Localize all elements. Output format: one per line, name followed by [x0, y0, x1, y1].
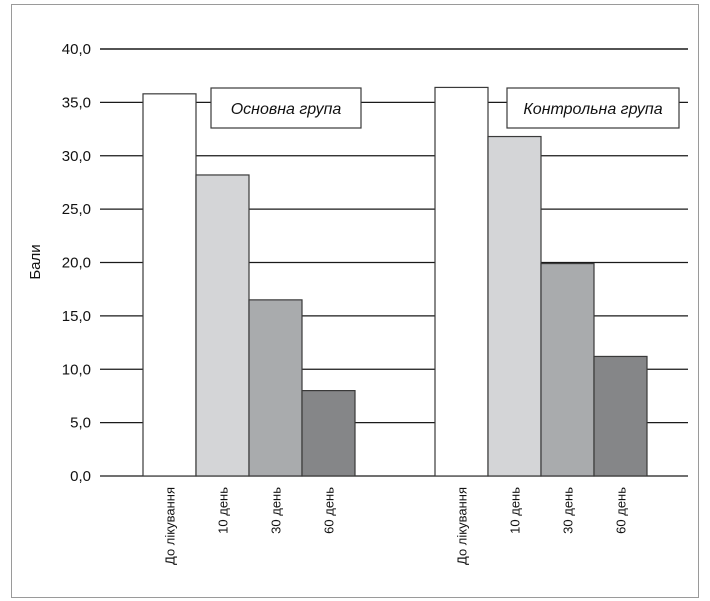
- bar-main-1: [195, 174, 250, 477]
- bars: [142, 86, 648, 477]
- y-tick-label: 10,0: [62, 361, 91, 378]
- bar-main-3: [301, 390, 356, 477]
- group-label: Основна група: [231, 101, 342, 118]
- y-tick-label: 40,0: [62, 41, 91, 58]
- x-tick-label: 10 день: [216, 487, 231, 534]
- bar-control-3: [593, 355, 648, 477]
- x-tick-label: 60 день: [614, 487, 629, 534]
- bar-control-0: [434, 86, 489, 477]
- x-tick-label: 30 день: [269, 487, 284, 534]
- y-axis-ticks: 0,0 5,0 10,0 15,0 20,0 25,0 30,0 35,0 40,0: [62, 41, 91, 485]
- bar-control-2: [540, 262, 595, 477]
- group-labels: Основна група Контрольна група: [210, 87, 680, 129]
- bar-main-0: [142, 93, 197, 477]
- x-tick-label: 30 день: [561, 487, 576, 534]
- y-tick-label: 35,0: [62, 94, 91, 111]
- y-tick-label: 20,0: [62, 255, 91, 272]
- x-tick-label: 60 день: [322, 487, 337, 534]
- y-tick-label: 30,0: [62, 148, 91, 165]
- bar-main-2: [248, 299, 303, 477]
- x-tick-label: 10 день: [508, 487, 523, 534]
- group-label-box: [506, 87, 680, 129]
- group-label: Контрольна група: [523, 101, 662, 118]
- x-tick-label: До лікування: [455, 487, 470, 565]
- x-tick-label: До лікування: [163, 487, 178, 565]
- y-axis-label: Бали: [27, 244, 44, 279]
- y-tick-label: 0,0: [70, 468, 91, 485]
- bar-control-1: [487, 135, 542, 477]
- y-tick-label: 5,0: [70, 415, 91, 432]
- group-label-box: [210, 87, 362, 129]
- x-axis-labels: До лікування 10 день 30 день 60 день До ліку…: [163, 487, 629, 565]
- y-tick-label: 25,0: [62, 201, 91, 218]
- y-tick-label: 15,0: [62, 308, 91, 325]
